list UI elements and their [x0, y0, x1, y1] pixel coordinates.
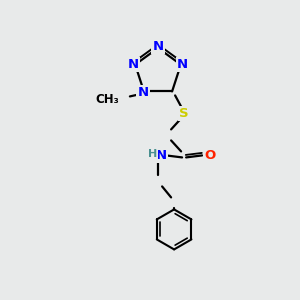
Text: N: N	[137, 86, 148, 99]
Text: N: N	[177, 58, 188, 71]
Text: H: H	[148, 149, 158, 159]
Text: CH₃: CH₃	[95, 93, 119, 106]
Text: N: N	[155, 149, 167, 162]
Text: N: N	[128, 58, 139, 71]
Text: N: N	[152, 40, 164, 53]
Text: S: S	[179, 107, 189, 120]
Text: O: O	[205, 149, 216, 162]
